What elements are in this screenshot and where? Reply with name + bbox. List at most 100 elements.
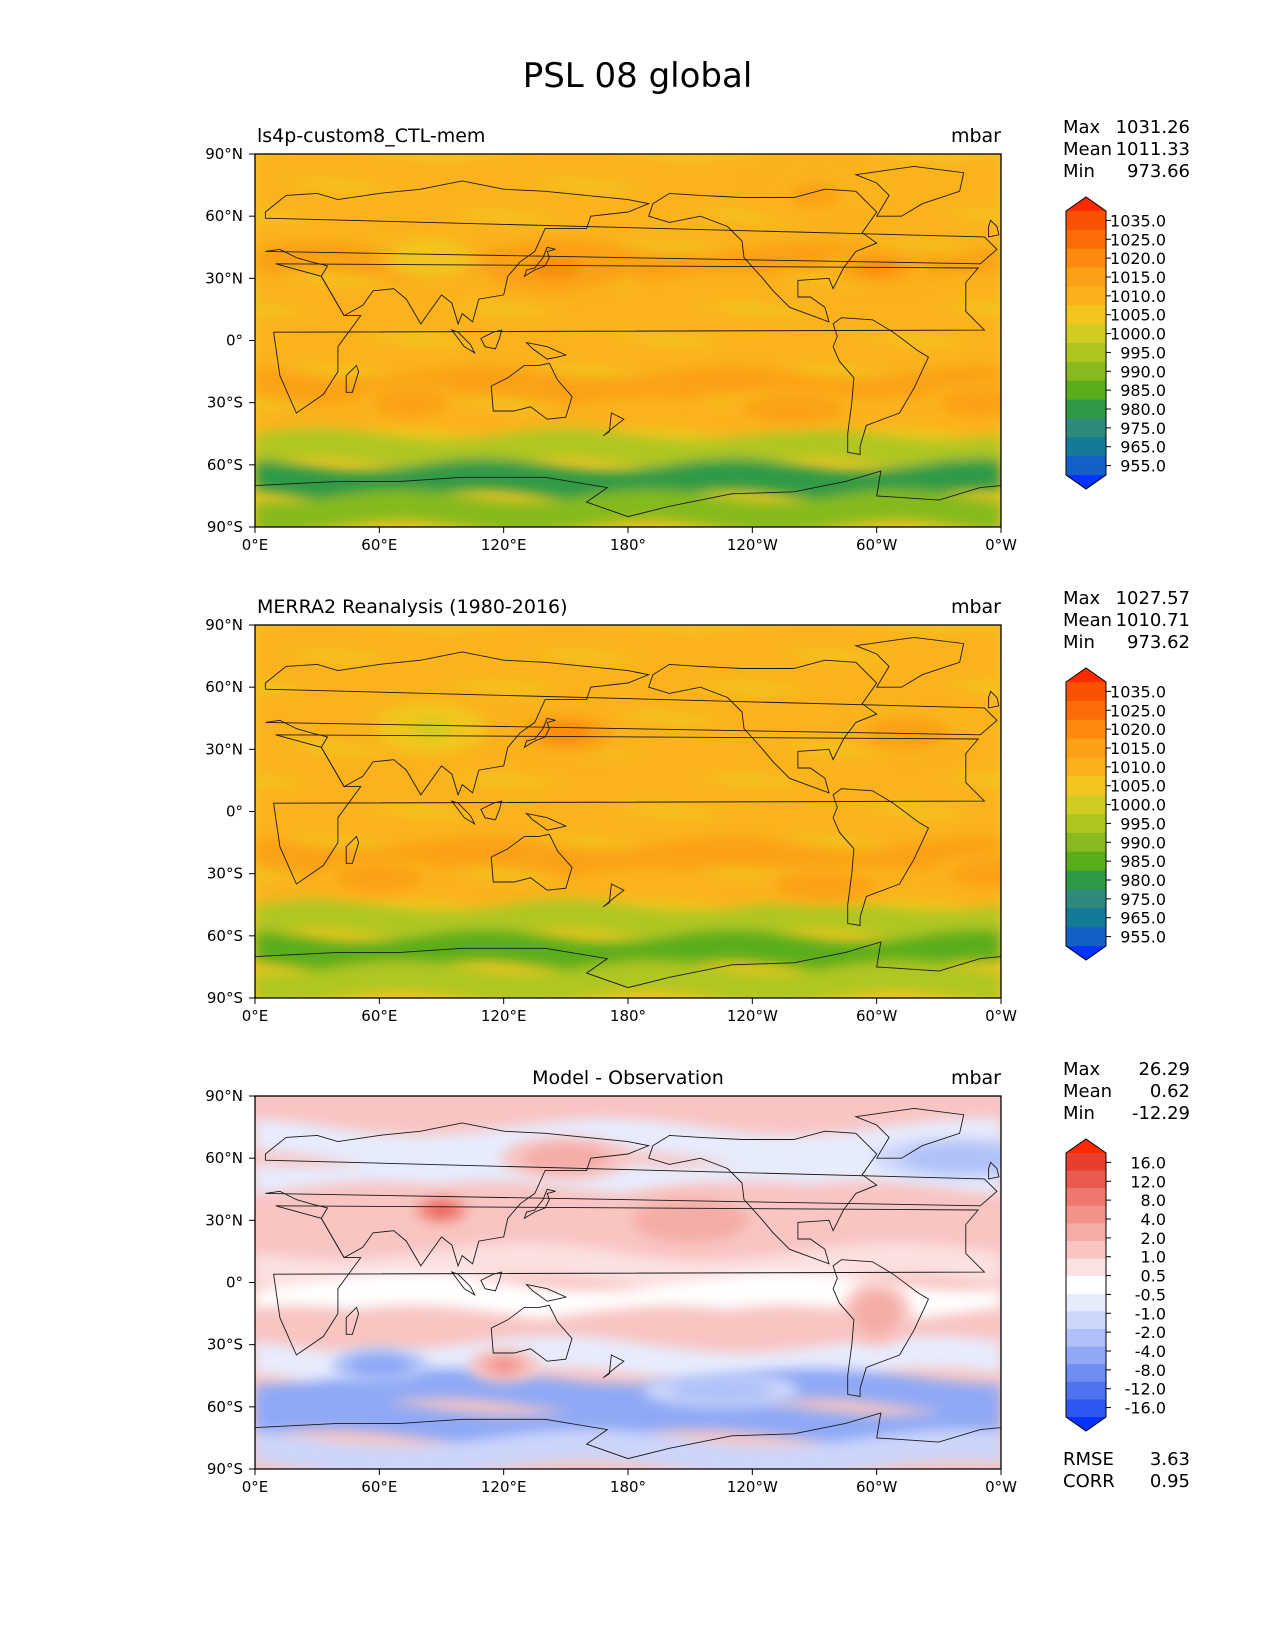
zonal-band: [255, 458, 1001, 503]
colorbar-label: 975.0: [1120, 890, 1166, 909]
colorbar-label: -8.0: [1135, 1361, 1166, 1380]
colorbar-label: 980.0: [1120, 400, 1166, 419]
zonal-band: [255, 427, 1001, 472]
coastline-south-america: [832, 317, 930, 456]
colorbar-label: 1020.0: [1110, 249, 1166, 268]
colorbar-swatch: [1066, 908, 1106, 928]
colorbar-label: -2.0: [1135, 1323, 1166, 1342]
panel-model: 0°E 60°E 120°E 180° 120°W 60°W 0°W 90°N 60°N 30°N…: [205, 117, 1190, 554]
coastline-japan: [523, 246, 556, 278]
y-tick-label: 30°N: [205, 269, 243, 287]
colorbar-swatch: [1066, 437, 1106, 457]
units-label: mbar: [951, 1067, 1001, 1089]
stat-mean-label: Mean: [1063, 1081, 1112, 1102]
colorbar-label: 990.0: [1120, 362, 1166, 381]
stat-rmse-value: 3.63: [1150, 1449, 1190, 1470]
colorbar-swatch: [1066, 757, 1106, 777]
coastline-uk: [988, 219, 1000, 238]
colorbar-label: 1020.0: [1110, 720, 1166, 739]
colorbar-label: 985.0: [1120, 852, 1166, 871]
panel-title: MERRA2 Reanalysis (1980-2016): [257, 596, 568, 618]
colorbar-label: 985.0: [1120, 381, 1166, 400]
coastline-sumatra: [450, 1271, 476, 1297]
zonal-band: [255, 649, 1001, 694]
zonal-band: [255, 1096, 1001, 1136]
colorbar-obs: 1035.01025.01020.01015.01010.01005.01000…: [1065, 667, 1166, 961]
x-tick-label: 120°W: [727, 1007, 778, 1025]
colorbar-extend-high: [1066, 197, 1106, 211]
colorbar-label: 990.0: [1120, 833, 1166, 852]
colorbar-swatch: [1066, 361, 1106, 382]
x-tick-label: 0°W: [985, 1478, 1017, 1496]
colorbar-label: 8.0: [1141, 1191, 1166, 1210]
colorbar-label: 1.0: [1141, 1248, 1166, 1267]
field-model: [255, 154, 1001, 527]
coastlines-obs: [255, 636, 1001, 998]
coastline-antarctica: [255, 1412, 1001, 1469]
y-tick-label: 90°N: [205, 1087, 243, 1105]
colorbar-label: 1035.0: [1110, 682, 1166, 701]
colorbar-swatch: [1066, 1205, 1106, 1224]
colorbar-swatch: [1066, 927, 1106, 947]
colorbar-label: 1035.0: [1110, 211, 1166, 230]
stat-max-label: Max: [1063, 1059, 1101, 1080]
coastline-australia: [490, 362, 573, 420]
pressure-center: [390, 395, 431, 411]
colorbar-diff: 16.012.08.04.02.01.00.5-0.5-1.0-2.0-4.0-…: [1065, 1138, 1166, 1432]
zonal-band: [255, 805, 1001, 849]
x-tick-label: 180°: [610, 1478, 646, 1496]
colorbar-swatch: [1066, 719, 1106, 740]
colorbar-swatch: [1066, 700, 1106, 721]
stat-min-label: Min: [1063, 632, 1095, 653]
colorbar-swatch: [1066, 738, 1106, 758]
colorbar-label: 1005.0: [1110, 777, 1166, 796]
coastline-north-america: [648, 188, 878, 323]
y-tick-label: 0°: [226, 803, 243, 821]
zonal-band: [255, 625, 1001, 663]
colorbar-label: 965.0: [1120, 438, 1166, 457]
y-tick-label: 60°N: [205, 678, 243, 696]
stat-max-value: 1027.57: [1116, 588, 1190, 609]
colorbar-label: 1010.0: [1110, 758, 1166, 777]
pressure-center: [798, 878, 852, 894]
coastline-nz: [602, 883, 625, 908]
colorbar-swatch: [1066, 343, 1106, 363]
coastline-madagascar: [345, 364, 360, 393]
y-tick-label: 60°S: [207, 456, 243, 474]
colorbar-label: -4.0: [1135, 1342, 1166, 1361]
panel-diff: 0°E 60°E 120°E 180° 120°W 60°W 0°W 90°N 60°N 30°N…: [205, 1059, 1190, 1496]
colorbar-swatch: [1066, 211, 1106, 231]
colorbar-swatch: [1066, 399, 1106, 419]
colorbar-label: 12.0: [1130, 1172, 1166, 1191]
zonal-band: [255, 334, 1001, 378]
field-diff: [255, 1096, 1001, 1469]
zonal-band: [255, 1149, 1001, 1198]
coastline-nz: [602, 1354, 625, 1379]
colorbar-label: 4.0: [1141, 1210, 1166, 1229]
colorbar-swatch: [1066, 380, 1106, 401]
pressure-center: [410, 718, 452, 739]
stat-min-label: Min: [1063, 1103, 1095, 1124]
coastline-eurasia: [264, 1122, 998, 1268]
x-tick-label: 120°E: [481, 1007, 527, 1025]
coastline-australia: [490, 1304, 573, 1362]
stat-min-label: Min: [1063, 161, 1095, 182]
zonal-band: [255, 154, 1001, 192]
pressure-center: [886, 724, 930, 742]
pressure-center: [856, 260, 897, 276]
stat-max-label: Max: [1063, 588, 1101, 609]
y-tick-label: 60°S: [207, 1398, 243, 1416]
anomaly-center: [657, 1207, 724, 1233]
x-tick-label: 60°E: [361, 1007, 397, 1025]
coastline-borneo: [480, 1271, 503, 1292]
colorbar-label: -16.0: [1125, 1399, 1166, 1418]
colorbar-label: 975.0: [1120, 419, 1166, 438]
colorbar-swatch: [1066, 1153, 1106, 1172]
colorbar-outline: [1065, 196, 1107, 490]
colorbar-swatch: [1066, 814, 1106, 834]
colorbar-label: 1025.0: [1110, 701, 1166, 720]
stat-mean-label: Mean: [1063, 610, 1112, 631]
zonal-band: [255, 1398, 1001, 1447]
coastline-japan: [523, 1188, 556, 1220]
